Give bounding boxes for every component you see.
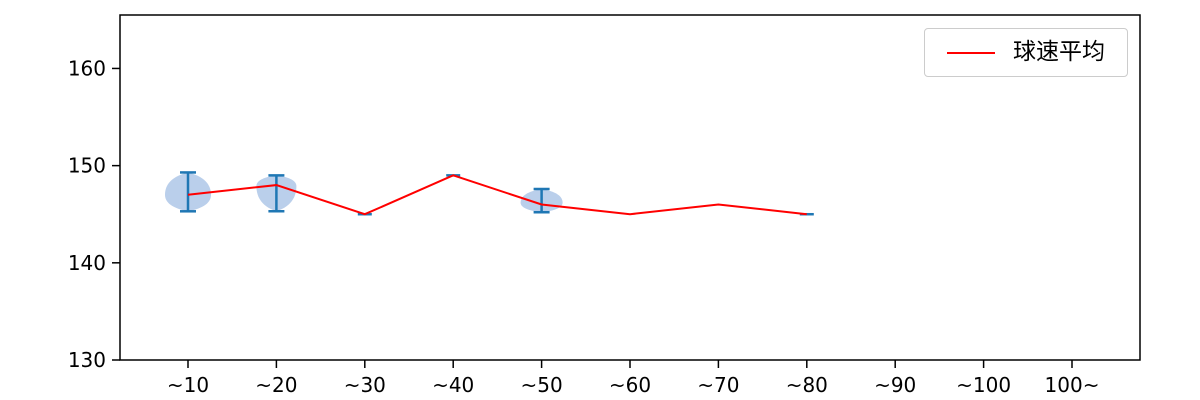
violin-extrema	[180, 171, 196, 213]
x-tick-label: ~60	[609, 373, 651, 397]
legend-line-sample	[947, 51, 995, 54]
y-tick-label: 130	[68, 348, 106, 372]
x-tick-label: ~50	[520, 373, 562, 397]
violin-extrema	[533, 187, 550, 214]
x-tick-label: 100~	[1045, 373, 1100, 397]
legend: 球速平均	[924, 28, 1128, 77]
x-tick-label: ~30	[344, 373, 386, 397]
legend-label: 球速平均	[1013, 39, 1105, 65]
x-tick-label: ~40	[432, 373, 474, 397]
x-tick-label: ~80	[786, 373, 828, 397]
mean-speed-line	[187, 174, 807, 216]
x-tick-label: ~100	[956, 373, 1011, 397]
violin-extrema	[268, 174, 285, 213]
y-tick-label: 150	[68, 154, 106, 178]
x-tick-label: ~70	[697, 373, 739, 397]
x-tick-label: ~10	[167, 373, 209, 397]
x-tick-label: ~20	[255, 373, 297, 397]
y-tick-label: 160	[68, 56, 106, 80]
y-tick-label: 140	[68, 251, 106, 275]
x-tick-label: ~90	[874, 373, 916, 397]
